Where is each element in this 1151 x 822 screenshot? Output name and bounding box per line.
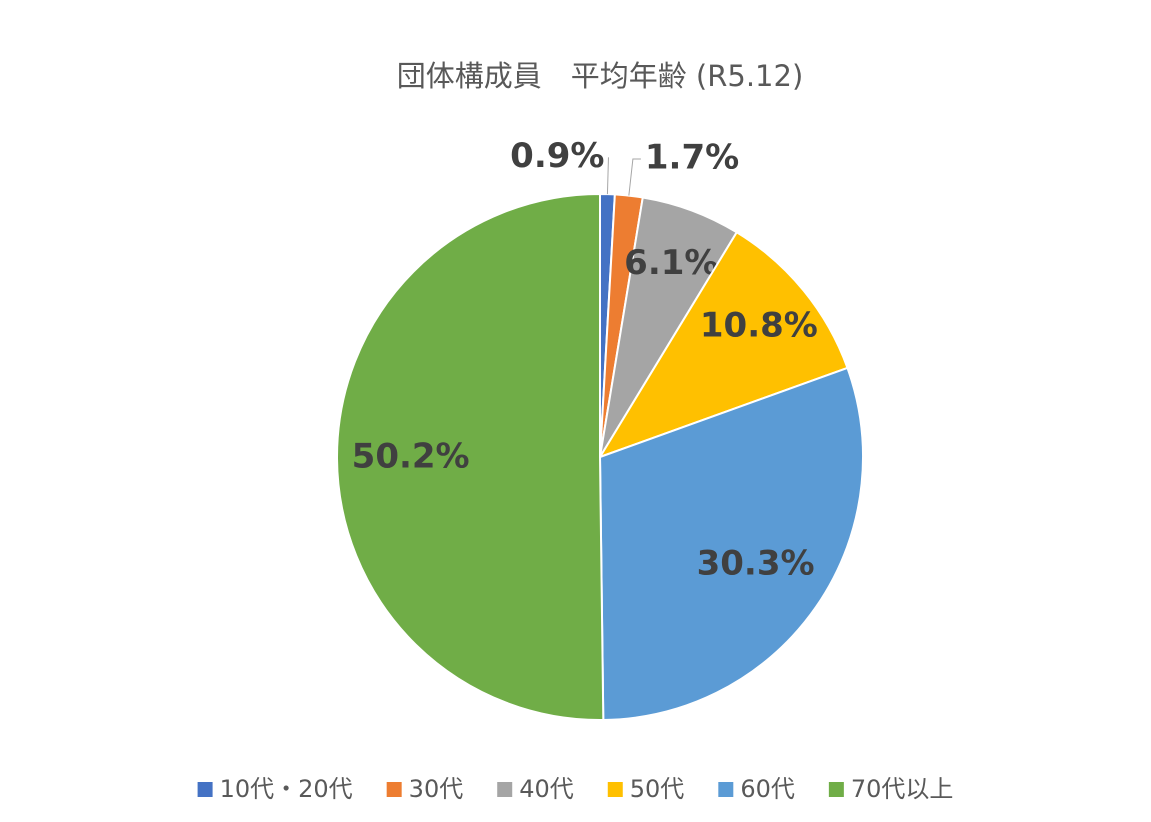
legend-marker (718, 782, 734, 797)
value-label: 30.3% (697, 543, 815, 583)
legend-label: 50代 (630, 775, 685, 803)
pie-slice (597, 230, 849, 459)
legend: 10代・20代 30代 40代 50代 60代 70代以上 (197, 775, 954, 803)
legend-label: 30代 (409, 775, 464, 803)
legend-marker (197, 782, 213, 797)
leader-line (606, 157, 609, 195)
legend-marker (607, 782, 623, 797)
legend-label: 70代以上 (851, 775, 954, 803)
legend-marker (828, 782, 844, 797)
pie-slice (598, 366, 864, 721)
value-label: 6.1% (624, 243, 718, 283)
legend-label: 40代 (519, 775, 574, 803)
chart-title: 団体構成員 平均年齢 (R5.12) (397, 59, 804, 93)
legend-marker (386, 782, 402, 797)
value-label: 0.9% (510, 136, 604, 176)
legend-label: 60代 (740, 775, 795, 803)
leader-line (628, 158, 641, 196)
legend-label: 10代・20代 (220, 775, 353, 803)
value-label: 10.8% (700, 306, 818, 346)
legend-marker (497, 782, 513, 797)
value-label: 50.2% (352, 437, 470, 477)
value-label: 1.7% (645, 137, 739, 177)
pie-slice (335, 192, 605, 721)
